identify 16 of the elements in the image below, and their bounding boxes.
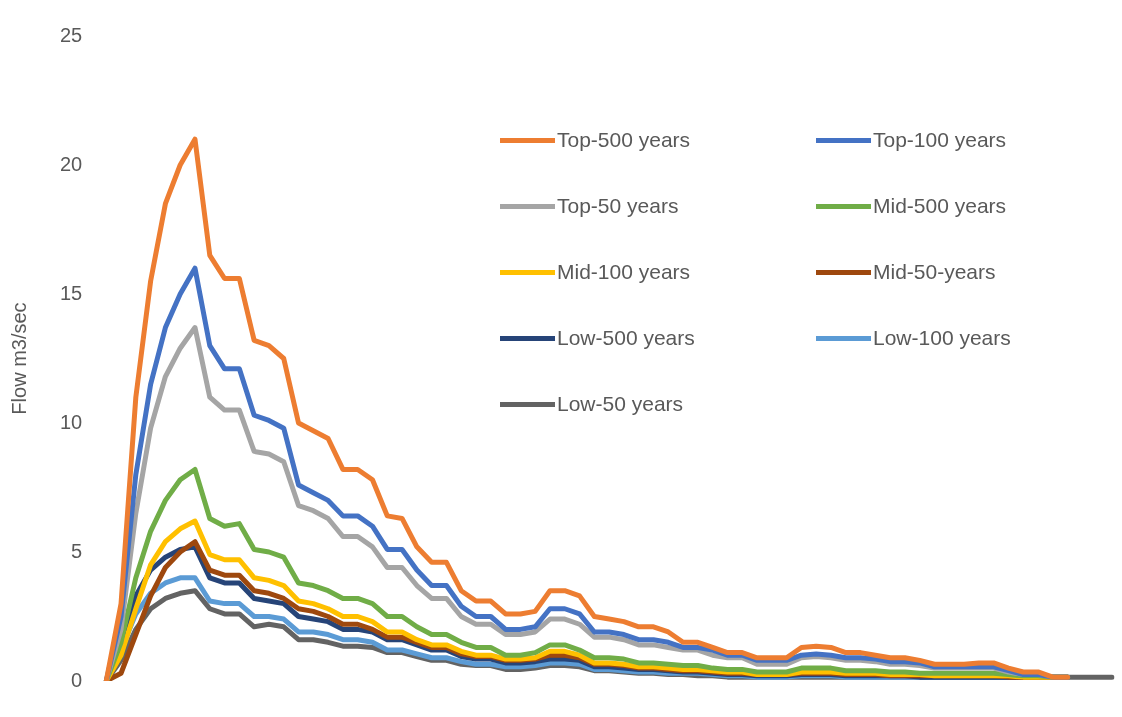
legend-label: Top-100 years (873, 128, 1007, 152)
legend-label: Top-50 years (557, 194, 679, 218)
y-tick-label: 15 (60, 281, 83, 304)
legend-label: Top-500 years (557, 128, 691, 152)
legend-label: Mid-500 years (873, 194, 1007, 218)
y-tick-label: 5 (71, 539, 83, 562)
y-tick-label: 25 (60, 23, 83, 46)
y-tick-label: 10 (60, 410, 83, 433)
y-axis-title: Flow m3/sec (7, 302, 30, 415)
legend-label: Low-50 years (557, 392, 684, 416)
y-tick-label: 20 (60, 152, 83, 175)
legend-label: Mid-50-years (873, 260, 996, 284)
legend-label: Mid-100 years (557, 260, 691, 284)
legend-label: Low-100 years (873, 326, 1011, 350)
y-tick-label: 0 (71, 668, 83, 691)
legend-label: Low-500 years (557, 326, 695, 350)
